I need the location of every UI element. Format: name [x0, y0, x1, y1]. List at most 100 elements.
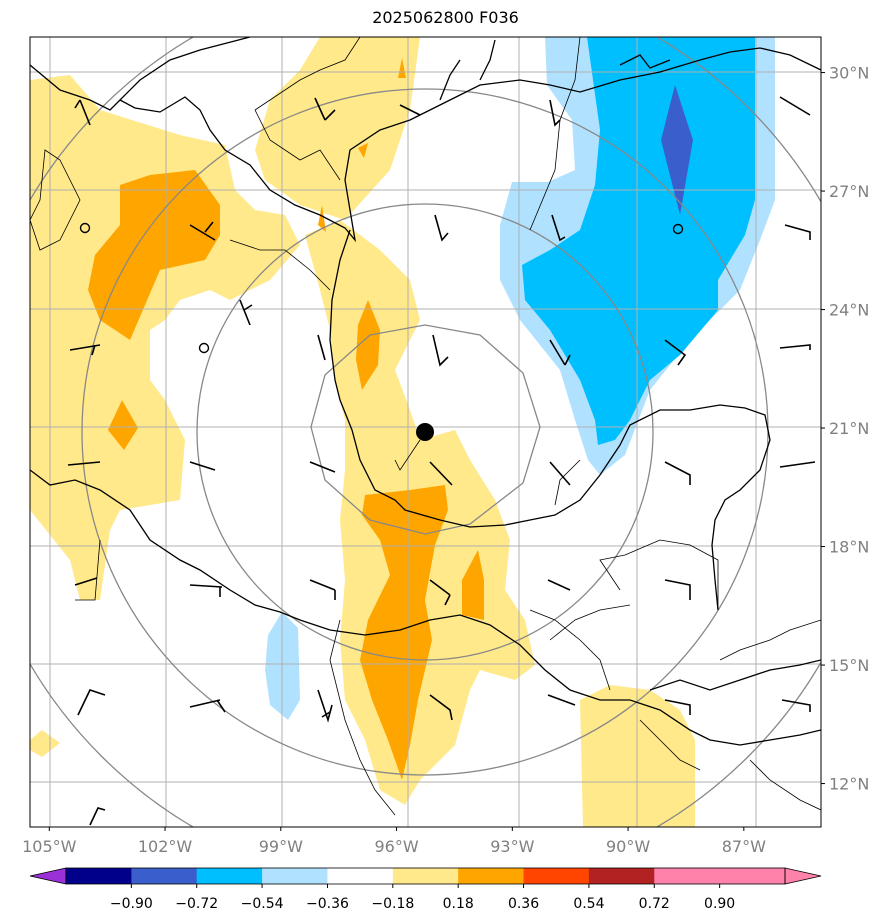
colorbar-tick-label: −0.18 — [371, 896, 414, 912]
colorbar-segment — [719, 868, 786, 884]
calm-circle — [198, 342, 210, 354]
lat-tick-label: 15°N — [829, 656, 869, 675]
colorbar-tick-label: 0.36 — [508, 896, 539, 912]
contour-orange-north-small — [398, 58, 406, 78]
wind-barb — [314, 97, 336, 121]
wind-barb — [67, 461, 101, 466]
contour-orange-mid — [356, 300, 380, 390]
wind-barb — [317, 334, 326, 361]
wind-barb — [74, 99, 91, 126]
wind-barb — [664, 461, 691, 485]
wind-barb — [89, 807, 106, 826]
colorbar-extend-low — [29, 867, 67, 885]
colorbar-segment — [262, 868, 328, 884]
contour-orange-west-small — [108, 400, 138, 450]
colorbar-tick-label: −0.36 — [306, 896, 349, 912]
lat-tick-label: 24°N — [829, 301, 869, 320]
storm-center-marker — [416, 423, 434, 441]
wind-barb — [399, 104, 421, 116]
wind-barb — [189, 221, 216, 241]
colorbar: −0.90 −0.72 −0.54 −0.36 −0.18 0.18 0.36 0.54 0.7… — [29, 867, 822, 912]
contour-negative-blue — [522, 37, 755, 445]
colorbar-tick-label: 0.54 — [573, 896, 604, 912]
colorbar-extend-high — [784, 867, 822, 885]
wind-barb — [549, 339, 571, 366]
wind-barb — [664, 339, 687, 366]
wind-barb — [74, 577, 98, 586]
colorbar-segment — [588, 868, 655, 884]
wind-barb — [551, 214, 566, 242]
wind-barb — [189, 461, 216, 471]
latitude-axis: 12°N 15°N 18°N 21°N 24°N 27°N 30°N — [821, 64, 869, 794]
colorbar-tick-label: 0.18 — [443, 896, 474, 912]
wind-barb — [664, 699, 691, 715]
lon-tick-label: 105°W — [22, 837, 77, 856]
wind-barb — [189, 699, 226, 713]
colorbar-segment — [392, 868, 459, 884]
wind-barb — [239, 299, 253, 326]
wind-barb — [77, 689, 106, 716]
wind-barb — [429, 461, 453, 486]
contour-negative-darkblue — [661, 85, 693, 215]
wind-barb — [549, 461, 571, 486]
colorbar-segment — [458, 868, 525, 884]
colorbar-tick-label: 0.90 — [704, 896, 735, 912]
wind-barb — [779, 344, 811, 350]
colorbar-segment — [66, 868, 132, 884]
colorbar-segment — [654, 868, 721, 884]
wind-barb — [784, 224, 811, 240]
wind-barb — [429, 694, 453, 721]
calm-markers — [79, 222, 684, 354]
contour-orange-south-east — [462, 550, 484, 620]
wind-barb — [69, 344, 101, 356]
lon-tick-label: 102°W — [138, 837, 193, 856]
lon-tick-label: 96°W — [374, 837, 418, 856]
colorbar-segment — [327, 868, 394, 884]
colorbar-segment — [523, 868, 590, 884]
contour-positive-southwest — [30, 730, 60, 757]
contour-orange-south — [360, 485, 448, 780]
lat-tick-label: 18°N — [829, 538, 869, 557]
wind-barb — [309, 461, 336, 473]
wind-barb — [779, 96, 811, 116]
lat-tick-label: 12°N — [829, 775, 869, 794]
colorbar-segment — [131, 868, 198, 884]
wind-barb — [432, 334, 449, 367]
lat-tick-label: 27°N — [829, 182, 869, 201]
contour-positive-west — [30, 75, 300, 600]
wind-barb — [547, 694, 576, 706]
filled-contours — [30, 37, 775, 827]
wind-barb — [547, 579, 571, 591]
wind-barb — [189, 584, 223, 597]
wind-barb — [549, 99, 561, 127]
colorbar-tick-label: −0.90 — [110, 896, 153, 912]
colorbar-frame — [65, 867, 786, 885]
wind-barb — [781, 699, 811, 712]
borders — [30, 37, 821, 816]
wind-barb — [309, 579, 336, 600]
colorbar-tick-label: −0.54 — [241, 896, 284, 912]
calm-circle — [79, 222, 91, 234]
plot-title: 2025062800 F036 — [372, 8, 519, 27]
contour-orange-west — [88, 170, 220, 340]
lon-tick-label: 93°W — [490, 837, 534, 856]
wind-barb — [664, 579, 691, 600]
lat-tick-label: 30°N — [829, 64, 869, 83]
lon-tick-label: 99°W — [259, 837, 303, 856]
map-frame — [29, 36, 822, 828]
colorbar-tick-label: −0.72 — [175, 896, 218, 912]
contour-orange-mid-small — [318, 205, 326, 232]
calm-circle — [672, 223, 684, 235]
lat-tick-label: 21°N — [829, 419, 869, 438]
coastlines — [30, 37, 821, 746]
lon-tick-label: 90°W — [606, 837, 650, 856]
wind-barb — [317, 689, 333, 723]
wind-barb — [434, 214, 449, 242]
lon-tick-label: 87°W — [722, 837, 766, 856]
wind-barb — [779, 461, 816, 468]
longitude-axis: 105°W 102°W 99°W 96°W 93°W 90°W 87°W — [22, 827, 766, 856]
colorbar-tick-label: 0.72 — [639, 896, 670, 912]
wind-barb — [429, 579, 451, 606]
map-area — [30, 37, 821, 827]
